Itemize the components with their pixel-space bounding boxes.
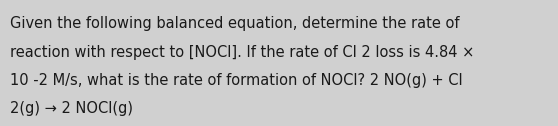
- Text: 10 -2 M/s, what is the rate of formation of NOCl? 2 NO(g) + Cl: 10 -2 M/s, what is the rate of formation…: [10, 73, 463, 88]
- Text: Given the following balanced equation, determine the rate of: Given the following balanced equation, d…: [10, 16, 460, 31]
- Text: reaction with respect to [NOCl]. If the rate of Cl 2 loss is 4.84 ×: reaction with respect to [NOCl]. If the …: [10, 45, 474, 60]
- Text: 2(g) → 2 NOCl(g): 2(g) → 2 NOCl(g): [10, 101, 133, 116]
